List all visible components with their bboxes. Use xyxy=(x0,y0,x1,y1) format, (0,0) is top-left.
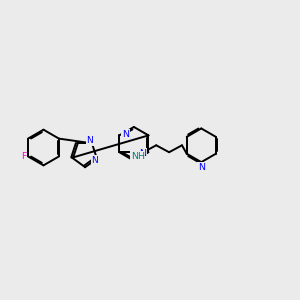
Text: N: N xyxy=(139,149,146,158)
Text: N: N xyxy=(87,136,93,145)
Text: NH: NH xyxy=(130,152,145,161)
Text: N: N xyxy=(91,156,98,165)
Text: F: F xyxy=(21,152,26,161)
Text: N: N xyxy=(122,130,129,139)
Text: N: N xyxy=(198,163,205,172)
